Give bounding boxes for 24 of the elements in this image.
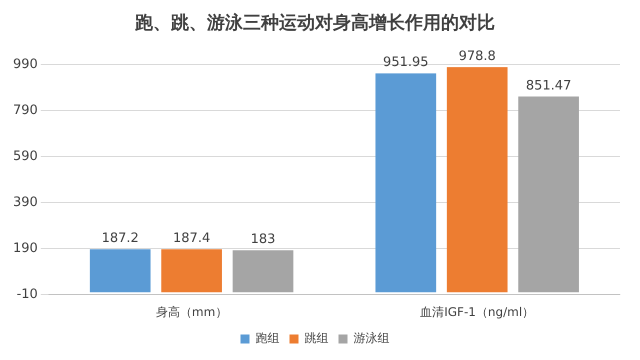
y-tick-label: 790 [12, 102, 38, 118]
x-tick-label: 身高（mm） [156, 304, 228, 319]
y-tick-label: -10 [16, 286, 38, 302]
legend-label: 跑组 [256, 331, 280, 346]
bar [161, 249, 222, 292]
x-tick-label: 血清IGF-1（ng/ml） [420, 304, 534, 319]
data-label: 851.47 [526, 78, 572, 94]
bar [518, 96, 579, 292]
y-tick-label: 590 [12, 148, 38, 164]
legend-label: 游泳组 [354, 331, 390, 346]
bar [232, 250, 294, 292]
y-tick-label: 390 [12, 194, 38, 210]
y-tick-label: 190 [12, 240, 38, 256]
bar [90, 249, 151, 292]
data-label: 187.4 [173, 231, 210, 246]
legend-label: 跳组 [304, 331, 328, 346]
y-tick-label: 990 [12, 56, 38, 72]
chart-title: 跑、跳、游泳三种运动对身高增长作用的对比 [134, 12, 495, 34]
data-label: 183 [250, 232, 276, 248]
bar [375, 73, 436, 292]
data-label: 951.95 [383, 55, 429, 70]
bar [446, 67, 508, 292]
data-label: 978.8 [458, 49, 496, 64]
data-label: 187.2 [102, 231, 139, 246]
